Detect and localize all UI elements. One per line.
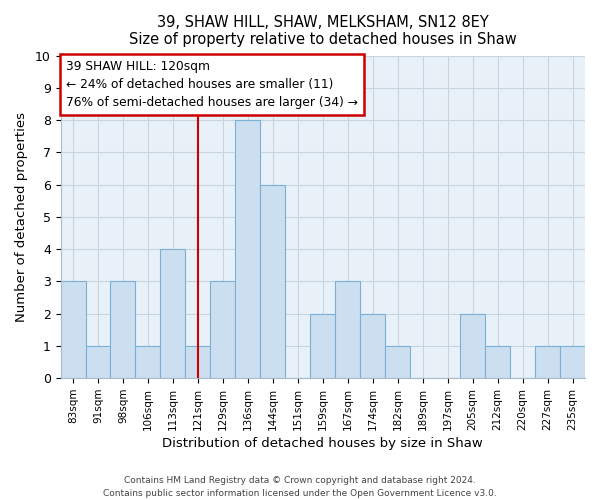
Y-axis label: Number of detached properties: Number of detached properties bbox=[15, 112, 28, 322]
Bar bbox=[460, 314, 485, 378]
Text: 39 SHAW HILL: 120sqm
← 24% of detached houses are smaller (11)
76% of semi-detac: 39 SHAW HILL: 120sqm ← 24% of detached h… bbox=[66, 60, 358, 110]
Bar bbox=[110, 282, 136, 378]
Bar bbox=[61, 282, 86, 378]
Bar bbox=[310, 314, 335, 378]
Bar bbox=[385, 346, 410, 378]
Bar bbox=[86, 346, 110, 378]
Bar bbox=[535, 346, 560, 378]
Bar bbox=[185, 346, 211, 378]
Bar bbox=[160, 249, 185, 378]
Bar bbox=[211, 282, 235, 378]
Title: 39, SHAW HILL, SHAW, MELKSHAM, SN12 8EY
Size of property relative to detached ho: 39, SHAW HILL, SHAW, MELKSHAM, SN12 8EY … bbox=[129, 15, 517, 48]
Bar bbox=[485, 346, 510, 378]
Bar bbox=[235, 120, 260, 378]
X-axis label: Distribution of detached houses by size in Shaw: Distribution of detached houses by size … bbox=[163, 437, 483, 450]
Bar bbox=[360, 314, 385, 378]
Text: Contains HM Land Registry data © Crown copyright and database right 2024.
Contai: Contains HM Land Registry data © Crown c… bbox=[103, 476, 497, 498]
Bar bbox=[260, 184, 286, 378]
Bar bbox=[136, 346, 160, 378]
Bar bbox=[335, 282, 360, 378]
Bar bbox=[560, 346, 585, 378]
